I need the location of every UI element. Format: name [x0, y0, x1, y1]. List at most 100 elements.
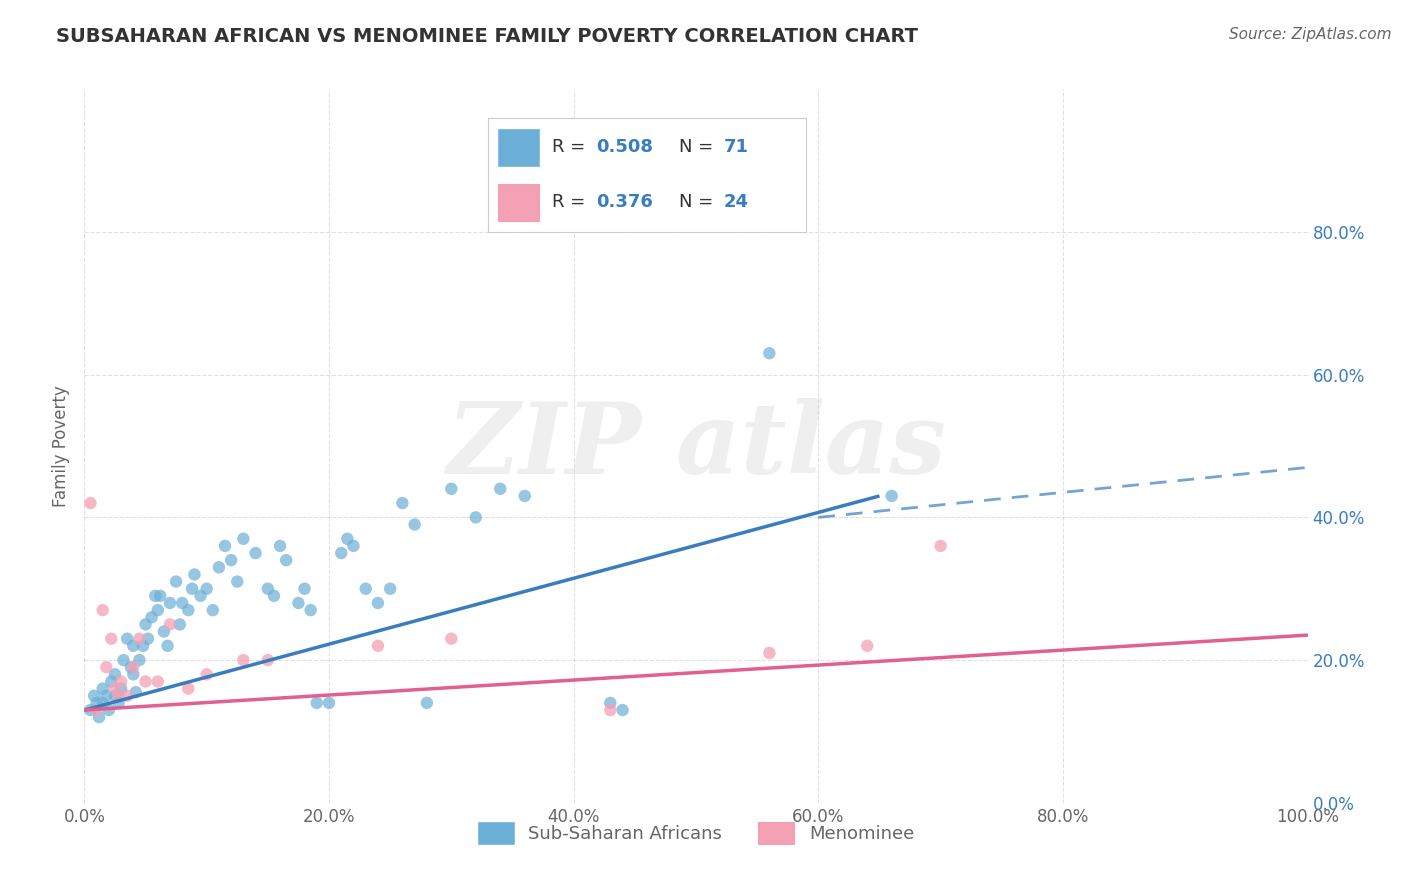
Point — [128, 653, 150, 667]
Point — [149, 589, 172, 603]
Text: ZIP atlas: ZIP atlas — [446, 398, 946, 494]
Point — [153, 624, 176, 639]
Point — [79, 703, 101, 717]
Point — [464, 510, 486, 524]
Point — [354, 582, 377, 596]
Point — [391, 496, 413, 510]
Point — [125, 685, 148, 699]
Point — [172, 596, 194, 610]
Point — [287, 596, 309, 610]
Point — [169, 617, 191, 632]
Text: Source: ZipAtlas.com: Source: ZipAtlas.com — [1229, 27, 1392, 42]
Point — [263, 589, 285, 603]
Point — [201, 603, 224, 617]
Point — [136, 632, 159, 646]
Point — [107, 696, 129, 710]
Point — [367, 596, 389, 610]
Point — [177, 603, 200, 617]
Point — [513, 489, 536, 503]
Point — [165, 574, 187, 589]
Point — [245, 546, 267, 560]
Point — [146, 674, 169, 689]
Point — [190, 589, 212, 603]
Point — [83, 689, 105, 703]
Point — [440, 482, 463, 496]
Point — [159, 596, 181, 610]
Point — [208, 560, 231, 574]
Point — [79, 496, 101, 510]
Point — [318, 696, 340, 710]
Point — [880, 489, 903, 503]
Point — [110, 681, 132, 696]
Point — [143, 589, 166, 603]
Point — [342, 539, 364, 553]
Point — [97, 703, 120, 717]
Point — [232, 532, 254, 546]
Point — [146, 603, 169, 617]
Point — [159, 617, 181, 632]
Point — [269, 539, 291, 553]
Point — [100, 674, 122, 689]
Text: SUBSAHARAN AFRICAN VS MENOMINEE FAMILY POVERTY CORRELATION CHART: SUBSAHARAN AFRICAN VS MENOMINEE FAMILY P… — [56, 27, 918, 45]
Point — [110, 674, 132, 689]
Point — [181, 582, 204, 596]
Point — [104, 667, 127, 681]
Point — [416, 696, 439, 710]
Point — [96, 689, 118, 703]
Point — [195, 667, 218, 681]
Point — [758, 646, 780, 660]
Point — [257, 582, 280, 596]
Point — [758, 346, 780, 360]
Point — [115, 632, 138, 646]
Point — [87, 710, 110, 724]
Point — [599, 703, 621, 717]
Point — [305, 696, 328, 710]
Point — [336, 532, 359, 546]
Point — [294, 582, 316, 596]
Point — [367, 639, 389, 653]
Point — [112, 653, 135, 667]
Point — [122, 667, 145, 681]
Point — [100, 632, 122, 646]
Point — [107, 689, 129, 703]
Point — [104, 681, 127, 696]
Point — [122, 639, 145, 653]
Point — [120, 660, 142, 674]
Point — [214, 539, 236, 553]
Point — [91, 681, 114, 696]
Point — [612, 703, 634, 717]
Point — [132, 639, 155, 653]
Point — [177, 681, 200, 696]
Point — [128, 632, 150, 646]
Point — [115, 689, 138, 703]
Point — [219, 553, 242, 567]
Point — [404, 517, 426, 532]
Point — [141, 610, 163, 624]
Point — [856, 639, 879, 653]
Point — [380, 582, 402, 596]
Legend: Sub-Saharan Africans, Menominee: Sub-Saharan Africans, Menominee — [471, 814, 921, 851]
Point — [91, 696, 114, 710]
Point — [183, 567, 205, 582]
Point — [440, 632, 463, 646]
Point — [122, 660, 145, 674]
Point — [232, 653, 254, 667]
Point — [135, 674, 157, 689]
Point — [257, 653, 280, 667]
Point — [330, 546, 353, 560]
Point — [104, 689, 127, 703]
Point — [156, 639, 179, 653]
Point — [489, 482, 512, 496]
Point — [226, 574, 249, 589]
Point — [299, 603, 322, 617]
Point — [135, 617, 157, 632]
Point — [276, 553, 298, 567]
Y-axis label: Family Poverty: Family Poverty — [52, 385, 70, 507]
Point — [929, 539, 952, 553]
Point — [195, 582, 218, 596]
Point — [86, 696, 108, 710]
Point — [96, 660, 118, 674]
Point — [91, 603, 114, 617]
Point — [599, 696, 621, 710]
Point — [86, 703, 108, 717]
